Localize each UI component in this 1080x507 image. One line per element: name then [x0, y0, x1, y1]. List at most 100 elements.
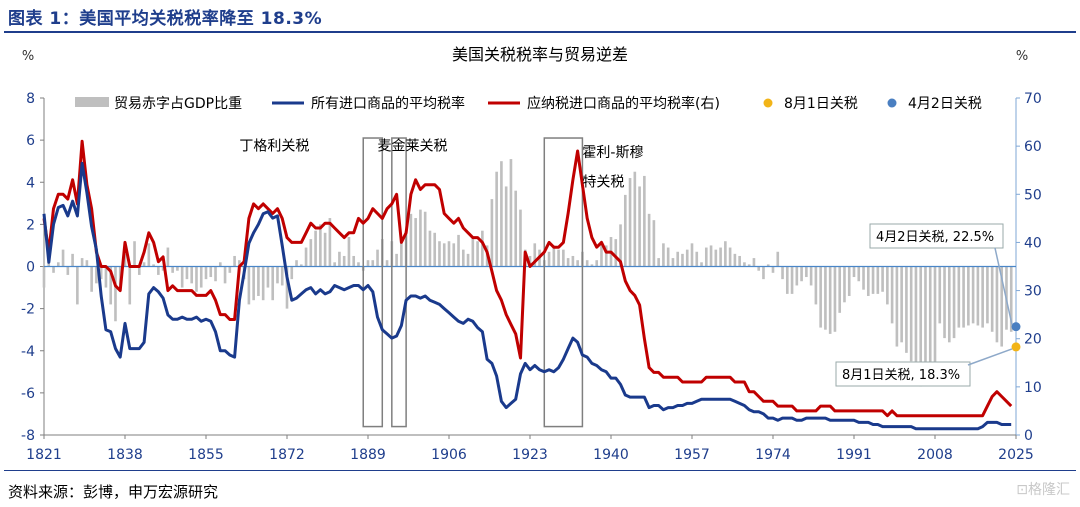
deficit-bar: [595, 260, 599, 267]
deficit-bar: [814, 266, 818, 305]
right-tick-label: 50: [1024, 187, 1042, 203]
deficit-bar: [195, 266, 198, 292]
deficit-bar: [461, 249, 465, 267]
deficit-bar: [819, 266, 822, 328]
legend-swatch: [75, 97, 109, 107]
deficit-bar: [876, 266, 880, 294]
legend-label: 8月1日关税: [784, 96, 858, 112]
deficit-bar: [80, 258, 84, 267]
deficit-bar: [442, 243, 446, 267]
deficit-bar: [938, 266, 942, 324]
deficit-bar: [357, 262, 360, 267]
deficit-bar: [838, 266, 842, 313]
deficit-bar: [376, 249, 379, 267]
deficit-bar: [905, 266, 908, 353]
deficit-bar: [952, 266, 956, 339]
deficit-bar: [157, 266, 160, 275]
deficit-bar: [419, 209, 422, 267]
annotation-label: 丁格利关税: [239, 139, 309, 155]
deficit-bar: [266, 266, 270, 288]
left-tick-label: 0: [26, 260, 35, 276]
deficit-bar: [280, 266, 284, 286]
deficit-bar: [99, 266, 103, 280]
deficit-bar: [881, 266, 884, 292]
deficit-bar: [800, 266, 803, 282]
deficit-bar: [56, 262, 60, 267]
deficit-bar: [180, 266, 184, 288]
deficit-bar: [252, 266, 255, 301]
x-tick-label: 1838: [107, 447, 143, 463]
deficit-bar: [514, 190, 518, 267]
deficit-bar: [519, 209, 522, 267]
deficit-bar: [809, 266, 813, 286]
x-tick-label: 1957: [674, 447, 710, 463]
right-tick-label: 10: [1024, 380, 1042, 396]
deficit-bar: [228, 266, 232, 273]
deficit-bar: [619, 224, 622, 267]
deficit-bar: [614, 239, 618, 267]
callout-box: [835, 361, 971, 387]
x-tick-label: 1991: [836, 447, 872, 463]
deficit-bar: [476, 241, 479, 267]
deficit-bar: [338, 251, 341, 267]
deficit-bar: [676, 251, 680, 267]
deficit-bar: [371, 260, 375, 267]
right-unit-label: %: [1016, 49, 1028, 64]
footer-rule: [4, 470, 1076, 471]
x-tick-label: 1906: [431, 447, 467, 463]
deficit-bar: [400, 241, 403, 267]
deficit-bar: [128, 266, 132, 305]
deficit-bar: [700, 262, 703, 267]
deficit-bar: [114, 266, 117, 322]
deficit-bar: [433, 232, 437, 267]
deficit-bar: [528, 255, 532, 267]
deficit-bar: [662, 243, 665, 267]
deficit-bar: [290, 266, 294, 280]
deficit-bar: [681, 253, 684, 267]
chart: 美国关税税率与贸易逆差 % % -8 -6 -4 -2 0 2 4 6 8 0 10 20 30 40 50…: [21, 45, 1042, 463]
deficit-bar: [457, 234, 460, 267]
deficit-bar: [90, 266, 93, 292]
tariff-period-box: [362, 137, 384, 428]
deficit-bar: [257, 266, 260, 296]
deficit-bar: [204, 266, 208, 280]
deficit-bar: [352, 255, 356, 267]
watermark: ⊡格隆汇: [1016, 482, 1070, 498]
deficit-bar: [147, 243, 151, 267]
callout-box: [869, 223, 1004, 249]
callout-label: 4月2日关税, 22.5%: [876, 230, 994, 245]
deficit-bar: [852, 266, 856, 278]
left-tick-label: 2: [26, 217, 35, 233]
deficit-bar: [981, 266, 984, 328]
left-tick-label: 8: [26, 91, 35, 107]
deficit-bar: [152, 264, 155, 267]
deficit-bar: [657, 258, 660, 267]
deficit-bar: [967, 266, 970, 326]
deficit-bar: [928, 266, 932, 372]
deficit-bar: [42, 266, 46, 288]
deficit-bar: [447, 241, 451, 267]
right-tick-label: 40: [1024, 235, 1042, 251]
deficit-bar: [895, 266, 899, 347]
deficit-bar: [176, 266, 179, 271]
deficit-bar: [866, 266, 870, 296]
deficit-bar: [137, 266, 141, 275]
legend-swatch: [763, 98, 773, 108]
deficit-bar: [509, 159, 513, 267]
deficit-bar: [647, 213, 651, 267]
deficit-bar: [304, 247, 308, 267]
deficit-bar: [943, 266, 946, 339]
deficit-bar: [299, 264, 303, 267]
deficit-bar: [590, 264, 594, 267]
x-tick-label: 1940: [593, 447, 629, 463]
deficit-bar: [771, 266, 775, 273]
deficit-bar: [714, 249, 718, 267]
x-tick-label: 1855: [188, 447, 224, 463]
deficit-bar: [847, 266, 851, 296]
x-tick-label: 2025: [998, 447, 1034, 463]
deficit-bar: [328, 218, 332, 267]
deficit-bar: [123, 253, 127, 267]
deficit-bar: [709, 245, 713, 267]
deficit-bar: [395, 253, 398, 267]
deficit-bar: [733, 253, 737, 267]
